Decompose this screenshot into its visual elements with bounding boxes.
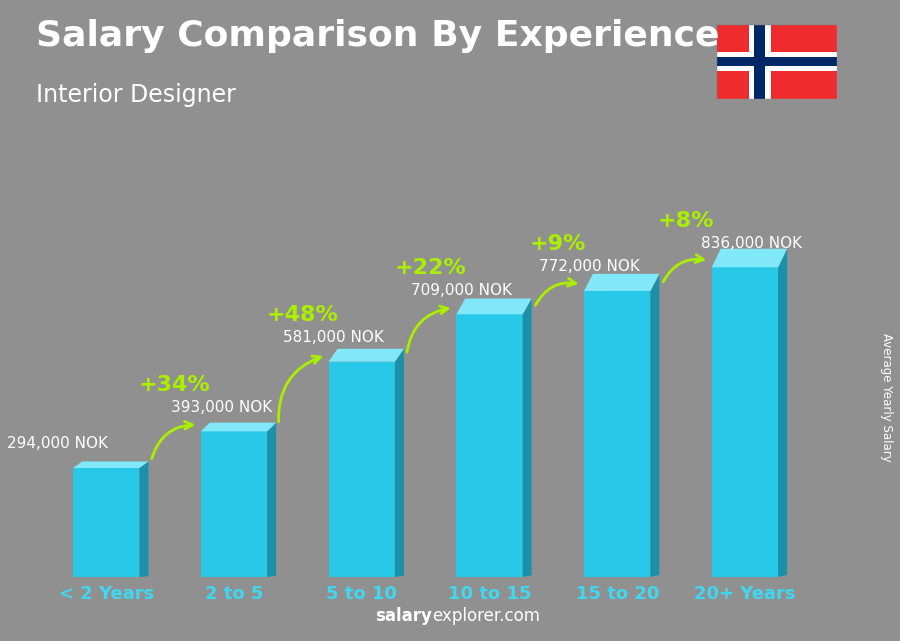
Polygon shape [328,362,395,577]
Text: Average Yearly Salary: Average Yearly Salary [880,333,893,462]
Polygon shape [584,291,651,577]
Text: 294,000 NOK: 294,000 NOK [7,437,108,451]
Text: 393,000 NOK: 393,000 NOK [171,400,272,415]
Polygon shape [749,24,770,99]
Text: 709,000 NOK: 709,000 NOK [411,283,512,297]
Polygon shape [778,249,788,577]
Text: explorer.com: explorer.com [432,607,540,625]
Polygon shape [201,422,276,431]
Text: Interior Designer: Interior Designer [36,83,236,107]
Polygon shape [328,349,404,362]
Text: +9%: +9% [529,235,586,254]
Polygon shape [716,24,837,99]
Text: +8%: +8% [657,211,714,231]
Text: salary: salary [375,607,432,625]
Polygon shape [712,267,778,577]
Polygon shape [712,249,788,267]
Polygon shape [716,57,837,66]
Polygon shape [456,299,532,314]
Polygon shape [267,422,276,577]
Text: 836,000 NOK: 836,000 NOK [701,236,802,251]
Polygon shape [651,274,660,577]
Polygon shape [73,462,148,468]
Text: 581,000 NOK: 581,000 NOK [284,330,384,345]
Text: +22%: +22% [394,258,466,278]
Polygon shape [140,462,148,577]
Text: 772,000 NOK: 772,000 NOK [539,260,640,274]
Text: +34%: +34% [139,375,211,395]
Polygon shape [754,24,765,99]
Text: Salary Comparison By Experience: Salary Comparison By Experience [36,19,719,53]
Polygon shape [584,274,660,291]
Text: +48%: +48% [266,305,338,325]
Polygon shape [201,431,267,577]
Polygon shape [716,52,837,71]
Polygon shape [73,468,140,577]
Polygon shape [395,349,404,577]
Polygon shape [456,314,523,577]
Polygon shape [523,299,532,577]
